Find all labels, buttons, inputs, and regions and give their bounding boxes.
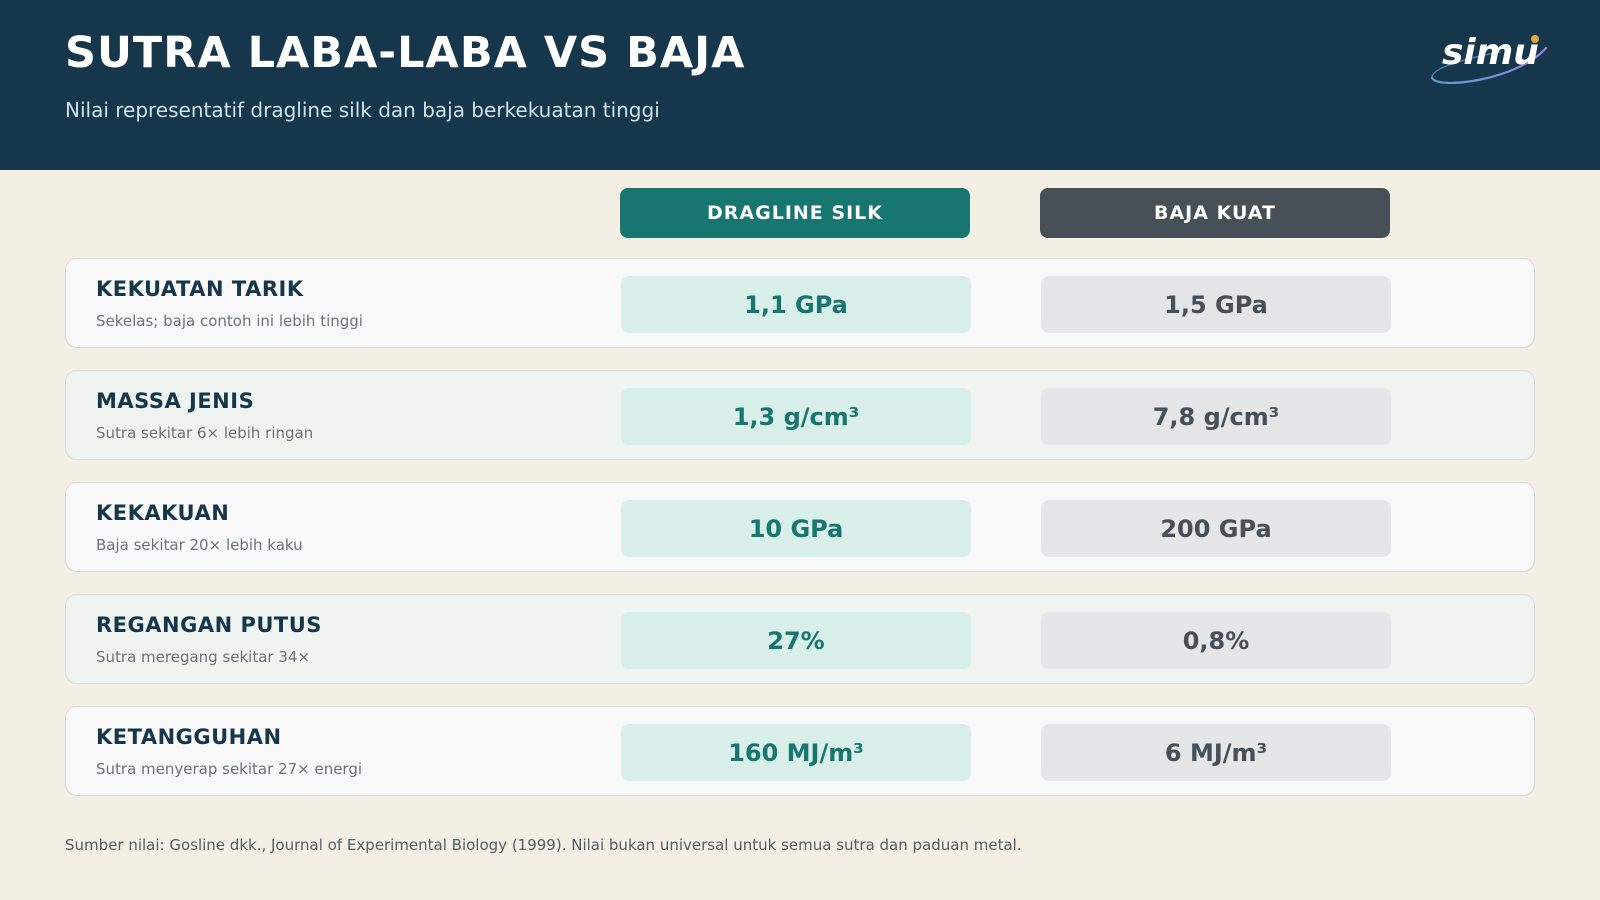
row-label: KETANGGUHAN [96,725,282,749]
silk-value: 160 MJ/m³ [621,724,971,781]
logo-orbit-icon [1430,35,1548,84]
column-header-dragline-silk: DRAGLINE SILK [620,188,970,238]
steel-value: 200 GPa [1041,500,1391,557]
header-banner: SUTRA LABA-LABA VS BAJA Nilai representa… [0,0,1600,170]
comparison-row-massa-jenis: MASSA JENIS Sutra sekitar 6× lebih ringa… [65,370,1535,460]
silk-value: 1,1 GPa [621,276,971,333]
row-note: Sutra sekitar 6× lebih ringan [96,424,314,442]
row-note: Sekelas; baja contoh ini lebih tinggi [96,312,363,330]
row-label: MASSA JENIS [96,389,255,413]
steel-value: 6 MJ/m³ [1041,724,1391,781]
row-note: Sutra meregang sekitar 34× [96,648,311,666]
column-header-baja-kuat: BAJA KUAT [1040,188,1390,238]
steel-value: 0,8% [1041,612,1391,669]
comparison-row-ketangguhan: KETANGGUHAN Sutra menyerap sekitar 27× e… [65,706,1535,796]
comparison-row-regangan-putus: REGANGAN PUTUS Sutra meregang sekitar 34… [65,594,1535,684]
silk-value: 1,3 g/cm³ [621,388,971,445]
row-note: Sutra menyerap sekitar 27× energi [96,760,363,778]
logo-wordmark: simu [1442,32,1539,73]
comparison-row-kekakuan: KEKAKUAN Baja sekitar 20× lebih kaku 10 … [65,482,1535,572]
row-note: Baja sekitar 20× lebih kaku [96,536,303,554]
row-label: KEKUATAN TARIK [96,277,304,301]
comparison-row-kekuatan-tarik: KEKUATAN TARIK Sekelas; baja contoh ini … [65,258,1535,348]
silk-value: 27% [621,612,971,669]
row-label: REGANGAN PUTUS [96,613,322,637]
page-title: SUTRA LABA-LABA VS BAJA [65,28,746,78]
steel-value: 7,8 g/cm³ [1041,388,1391,445]
brand-logo: simu [1428,28,1553,88]
steel-value: 1,5 GPa [1041,276,1391,333]
row-label: KEKAKUAN [96,501,230,525]
page-subtitle: Nilai representatif dragline silk dan ba… [65,98,660,122]
silk-value: 10 GPa [621,500,971,557]
source-footnote: Sumber nilai: Gosline dkk., Journal of E… [65,836,1022,854]
